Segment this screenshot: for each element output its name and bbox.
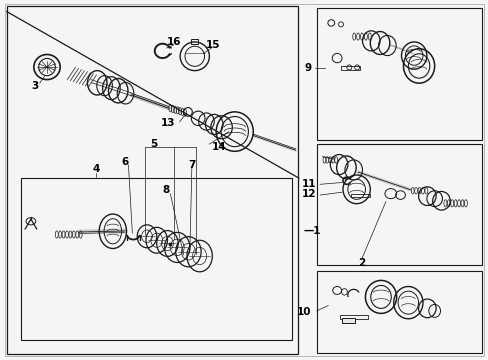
Text: 13: 13: [161, 118, 175, 128]
Bar: [316, 271, 482, 353]
Bar: [350, 194, 369, 197]
Text: 14: 14: [211, 142, 225, 152]
Bar: [341, 319, 354, 323]
Text: 15: 15: [205, 40, 220, 50]
Text: 4: 4: [92, 164, 100, 174]
Bar: [339, 315, 367, 319]
Bar: [191, 39, 198, 44]
Text: 9: 9: [304, 63, 311, 73]
Text: 3: 3: [31, 81, 39, 91]
Text: 16: 16: [166, 37, 181, 47]
Text: 8: 8: [163, 185, 170, 195]
Text: 2: 2: [357, 258, 365, 268]
Text: 7: 7: [188, 159, 195, 170]
Bar: [21, 178, 291, 339]
Text: 11: 11: [302, 179, 316, 189]
Text: 6: 6: [121, 157, 128, 167]
Bar: [316, 144, 482, 265]
Bar: [340, 66, 359, 70]
Text: —1: —1: [304, 226, 321, 236]
Text: 5: 5: [150, 139, 158, 149]
Bar: [6, 6, 298, 354]
Text: 12: 12: [302, 189, 316, 199]
Bar: [316, 8, 482, 140]
Text: 10: 10: [297, 307, 311, 317]
